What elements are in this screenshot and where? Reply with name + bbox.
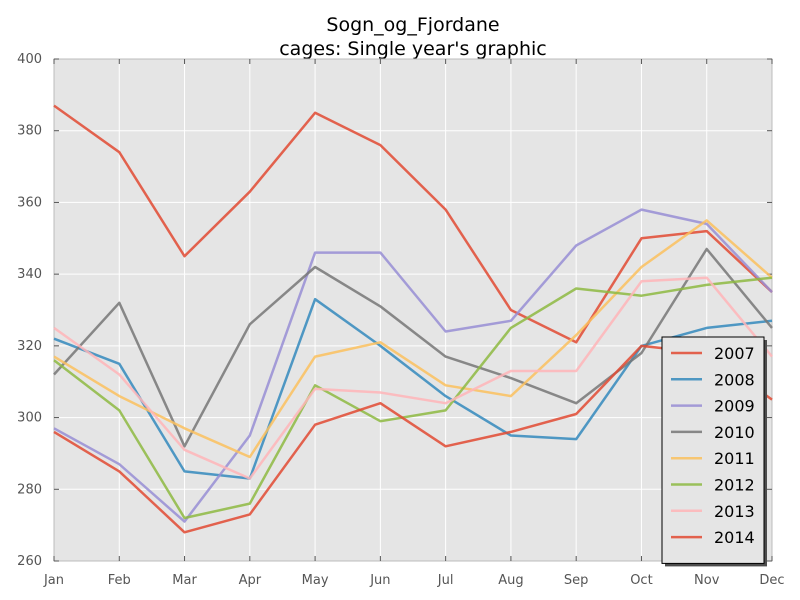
legend-label-2010: 2010 — [714, 423, 755, 442]
x-tick-label: Oct — [630, 573, 652, 588]
series-line-2009 — [53, 208, 773, 523]
y-tick-label: 340 — [17, 267, 42, 282]
series-line-2012 — [53, 276, 773, 520]
y-tick-label: 260 — [17, 554, 42, 569]
series-line-2013 — [53, 276, 773, 480]
series-line-2014 — [53, 344, 773, 534]
x-tick-label: Dec — [759, 573, 784, 588]
y-tick-label: 300 — [17, 411, 42, 426]
x-tick-label: Jun — [369, 573, 390, 588]
x-tick-label: May — [302, 573, 329, 588]
legend-label-2008: 2008 — [714, 370, 755, 389]
y-tick-label: 400 — [17, 52, 42, 67]
plot-area — [54, 59, 772, 561]
y-tick-label: 360 — [17, 195, 42, 210]
legend-label-2011: 2011 — [714, 449, 755, 468]
legend-label-2007: 2007 — [714, 344, 755, 363]
series-line-2007 — [53, 104, 773, 344]
x-tick-label: Sep — [564, 573, 589, 588]
x-tick-label: Feb — [108, 573, 131, 588]
legend: 2007 2008 2009 2010 2011 2012 2013 2014 — [661, 336, 767, 567]
legend-label-2014: 2014 — [714, 528, 755, 547]
axis-ticks: Jan Feb Mar Apr May Jun Jul Aug Sep Oct Nov Dec 260 2… — [17, 52, 784, 588]
title-line-1: Sogn_og_Fjordane — [326, 14, 499, 36]
legend-label-2009: 2009 — [714, 397, 755, 416]
series-lines — [53, 104, 773, 534]
x-tick-label: Jan — [43, 573, 64, 588]
axes-frame — [53, 58, 773, 562]
y-tick-label: 320 — [17, 339, 42, 354]
legend-box — [661, 336, 765, 564]
x-tick-label: Nov — [694, 573, 720, 588]
x-tick-label: Mar — [172, 573, 197, 588]
series-line-2011 — [53, 219, 773, 459]
title-line-2: cages: Single year's graphic — [279, 38, 547, 60]
series-line-2008 — [53, 297, 773, 480]
x-tick-label: Jul — [437, 573, 454, 588]
legend-label-2012: 2012 — [714, 476, 755, 495]
x-tick-label: Aug — [498, 573, 523, 588]
y-tick-label: 280 — [17, 482, 42, 497]
legend-label-2013: 2013 — [714, 502, 755, 521]
x-tick-label: Apr — [239, 573, 262, 588]
y-tick-label: 380 — [17, 124, 42, 139]
